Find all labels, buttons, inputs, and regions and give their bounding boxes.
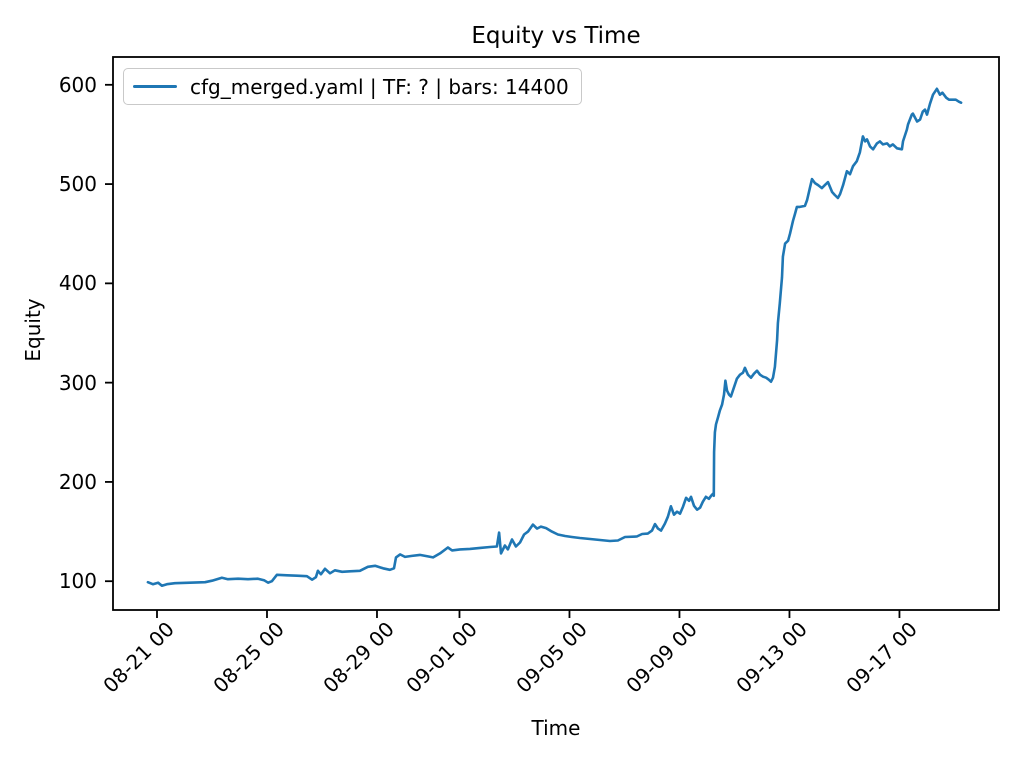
y-tick-label: 200	[58, 469, 97, 494]
legend-line-sample	[133, 84, 177, 89]
chart-title: Equity vs Time	[471, 23, 641, 49]
y-axis-label: Equity	[21, 298, 45, 362]
y-tick-label: 100	[58, 569, 97, 594]
y-tick-label: 600	[58, 72, 97, 97]
legend-label: cfg_merged.yaml | TF: ? | bars: 14400	[190, 74, 569, 99]
x-axis-label: Time	[531, 716, 581, 740]
y-tick-label: 300	[58, 370, 97, 395]
equity-curve	[146, 87, 963, 588]
legend: cfg_merged.yaml | TF: ? | bars: 14400	[123, 68, 582, 105]
y-tick-label: 500	[58, 172, 97, 197]
axes-spines	[112, 56, 1000, 611]
y-tick-label: 400	[58, 271, 97, 296]
